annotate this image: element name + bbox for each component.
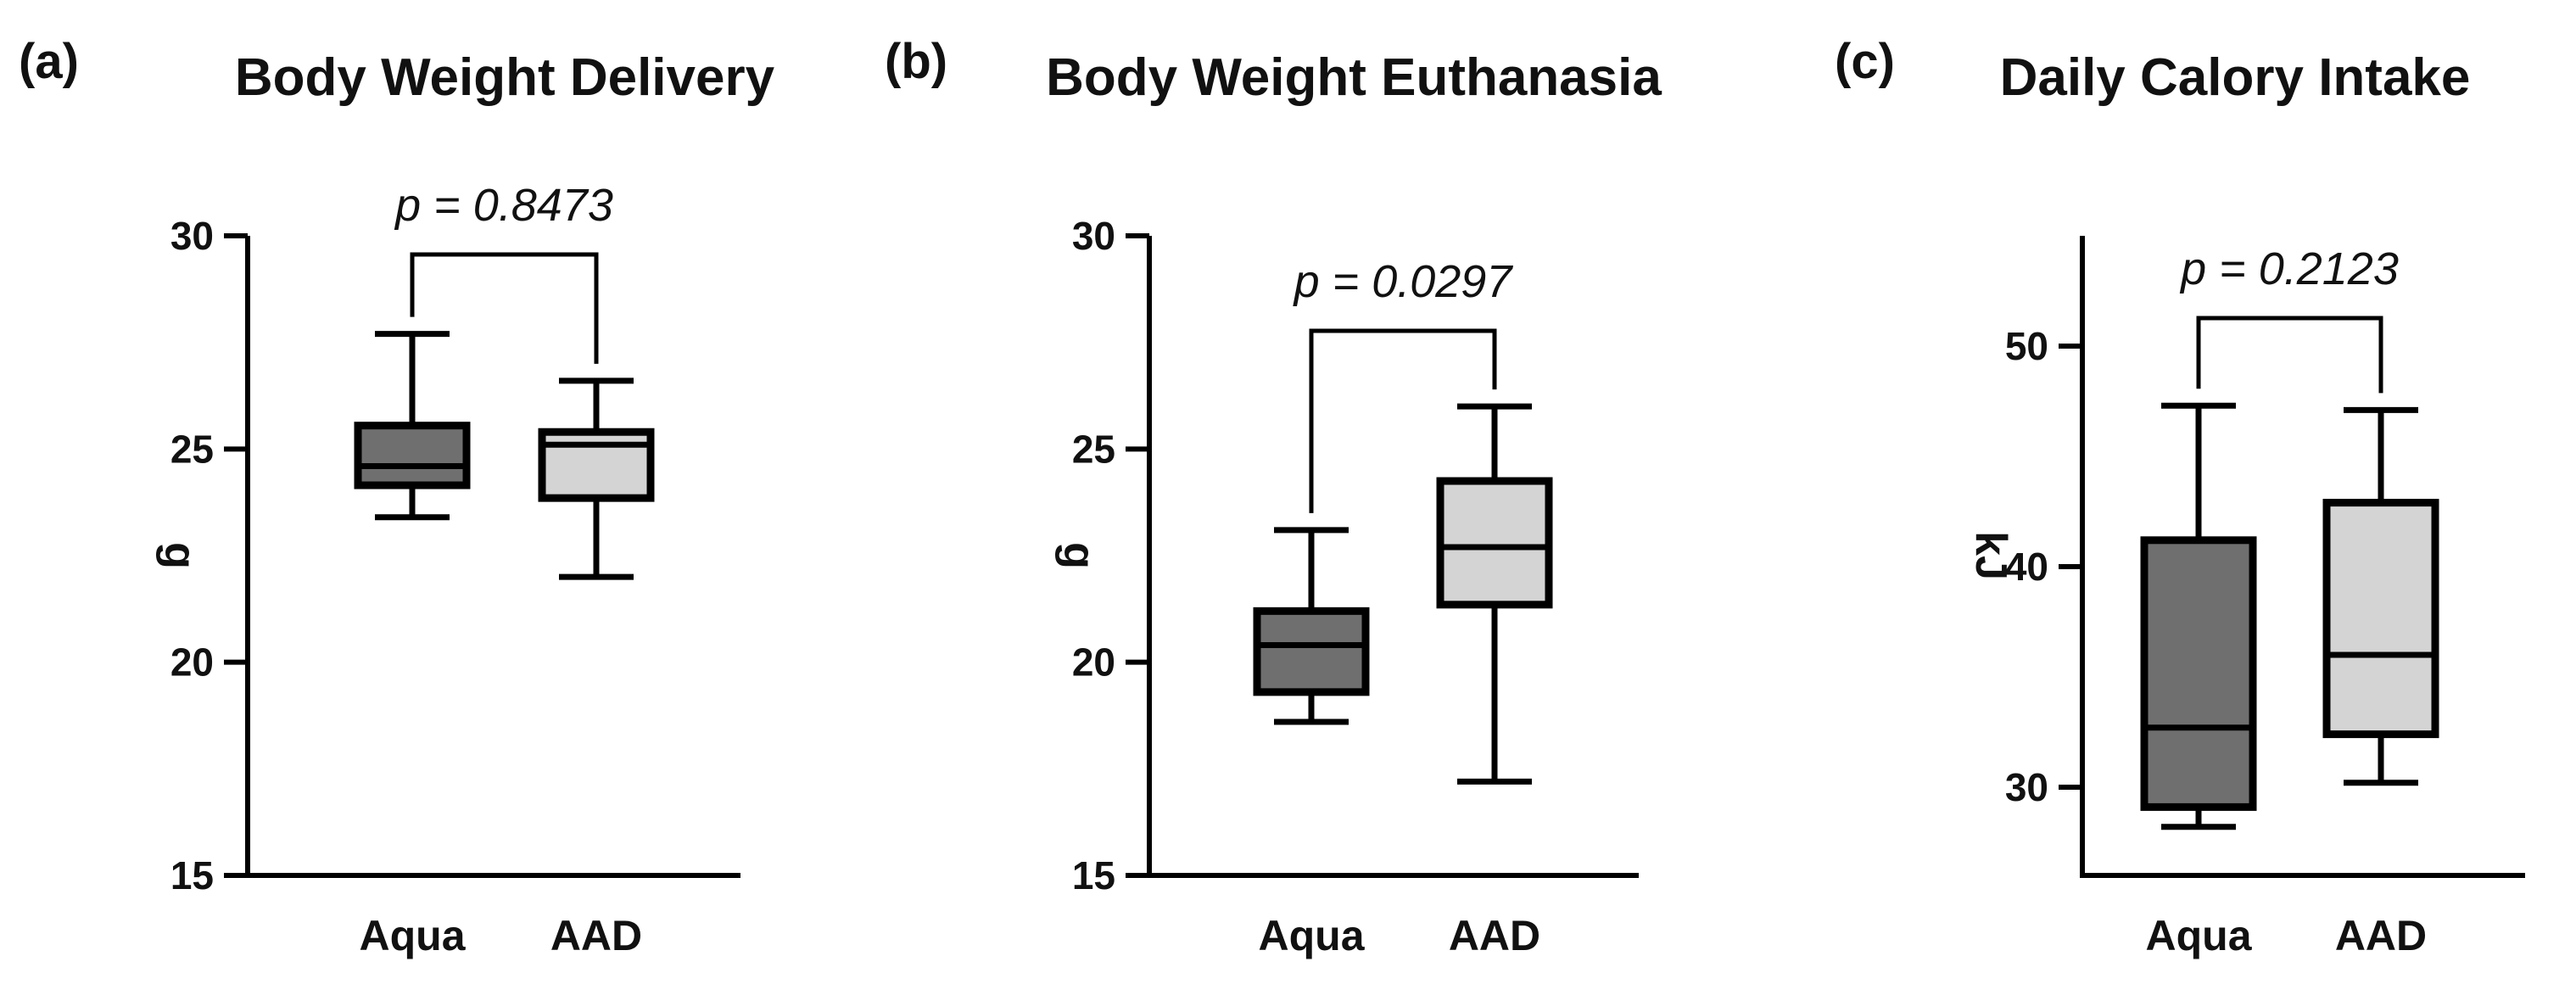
significance-bracket (1309, 328, 1497, 513)
panel-title: Daily Calory Intake (2000, 48, 2471, 107)
x-category-label: Aqua (360, 912, 467, 959)
box-iqr (354, 422, 471, 489)
p-value-annotation: p = 0.2123 (2179, 243, 2399, 294)
box-iqr (2322, 499, 2439, 739)
y-tick-label: 25 (170, 427, 214, 471)
box-aqua (354, 331, 471, 521)
y-tick-label: 20 (1072, 640, 1115, 685)
box-iqr (1436, 477, 1553, 609)
y-tick-label: 30 (170, 214, 214, 258)
y-tick-label: 20 (170, 640, 214, 685)
significance-bracket (410, 252, 599, 364)
y-tick-label: 30 (1072, 214, 1115, 258)
panel-2: (b) Body Weight Euthanasia 15 20 25 30 g Aqua AA… (885, 34, 1662, 959)
y-axis-label: kJ (1966, 531, 2015, 580)
box-iqr (2140, 536, 2257, 811)
box-iqr (1253, 607, 1370, 696)
x-category-label: AAD (2335, 912, 2427, 959)
panel-1: (a) Body Weight Delivery 15 20 25 30 g Aqua AAD p… (19, 34, 775, 959)
panel-label: (c) (1835, 34, 1895, 89)
y-tick-label: 25 (1072, 427, 1115, 471)
y-axis-label: g (1054, 542, 1104, 569)
y-tick-label: 50 (2005, 324, 2048, 368)
x-category-label: AAD (1449, 912, 1540, 959)
panel-label: (a) (19, 34, 79, 89)
box-aad (538, 377, 655, 580)
panel-title: Body Weight Euthanasia (1046, 48, 1662, 107)
significance-bracket (2196, 316, 2383, 394)
x-category-label: AAD (550, 912, 642, 959)
y-tick-label: 15 (1072, 853, 1115, 897)
x-category-label: Aqua (2146, 912, 2253, 959)
y-tick-label: 30 (2005, 765, 2048, 809)
box-aqua (2140, 402, 2257, 830)
box-aqua (1253, 527, 1370, 725)
p-value-annotation: p = 0.0297 (1293, 256, 1514, 307)
y-tick-label: 15 (170, 853, 214, 897)
panel-3: (c) Daily Calory Intake 30 40 50 kJ Aqua AAD p =… (1835, 34, 2525, 959)
y-tick-label: 40 (2005, 545, 2048, 589)
x-category-label: Aqua (1259, 912, 1366, 959)
p-value-annotation: p = 0.8473 (394, 180, 613, 231)
panel-title: Body Weight Delivery (235, 48, 775, 107)
box-aad (2322, 406, 2439, 786)
box-aad (1436, 403, 1553, 785)
panel-label: (b) (885, 34, 947, 89)
y-axis-label: g (155, 542, 204, 569)
